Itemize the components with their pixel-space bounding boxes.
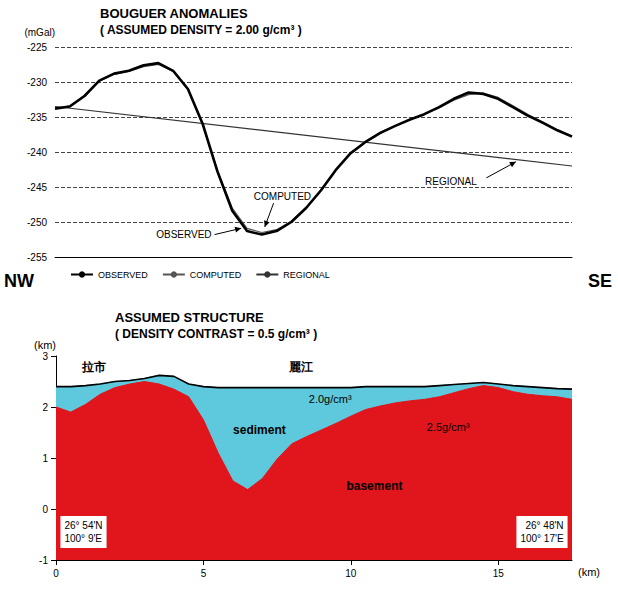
svg-text:COMPUTED: COMPUTED	[190, 270, 242, 280]
svg-text:ASSUMED STRUCTURE: ASSUMED STRUCTURE	[115, 310, 264, 325]
svg-text:1: 1	[42, 453, 48, 464]
svg-text:0: 0	[53, 568, 59, 579]
svg-text:( DENSITY CONTRAST = 0.5 g/cm³: ( DENSITY CONTRAST = 0.5 g/cm³ )	[115, 327, 317, 341]
svg-text:2: 2	[42, 402, 48, 413]
svg-text:-240: -240	[27, 147, 47, 158]
svg-text:SE: SE	[588, 271, 612, 291]
svg-text:0: 0	[42, 504, 48, 515]
svg-text:100° 17'E: 100° 17'E	[520, 533, 563, 544]
svg-text:NW: NW	[4, 271, 34, 291]
svg-text:100° 9'E: 100° 9'E	[64, 533, 102, 544]
svg-text:-245: -245	[27, 182, 47, 193]
svg-text:2.0g/cm³: 2.0g/cm³	[309, 393, 352, 405]
svg-text:2.5g/cm³: 2.5g/cm³	[427, 421, 470, 433]
svg-text:REGIONAL: REGIONAL	[283, 270, 330, 280]
svg-text:3: 3	[42, 351, 48, 362]
svg-text:5: 5	[201, 568, 207, 579]
svg-text:26° 54'N: 26° 54'N	[64, 520, 102, 531]
svg-text:BOUGUER ANOMALIES: BOUGUER ANOMALIES	[100, 6, 248, 21]
svg-text:-225: -225	[27, 42, 47, 53]
svg-text:-255: -255	[27, 252, 47, 263]
svg-text:sediment: sediment	[233, 423, 286, 437]
svg-text:REGIONAL: REGIONAL	[425, 176, 477, 187]
svg-text:-230: -230	[27, 77, 47, 88]
svg-text:(km): (km)	[578, 566, 600, 578]
svg-text:(mGal): (mGal)	[24, 27, 55, 38]
svg-text:15: 15	[493, 568, 505, 579]
svg-text:-1: -1	[39, 555, 48, 566]
svg-text:OBSERVED: OBSERVED	[98, 270, 148, 280]
svg-text:拉市: 拉市	[81, 360, 106, 374]
svg-text:basement: basement	[346, 479, 402, 493]
svg-text:(km): (km)	[34, 339, 56, 351]
svg-text:26° 48'N: 26° 48'N	[525, 520, 563, 531]
svg-text:-250: -250	[27, 217, 47, 228]
svg-text:10: 10	[345, 568, 357, 579]
svg-text:-235: -235	[27, 112, 47, 123]
svg-text:OBSERVED: OBSERVED	[156, 229, 211, 240]
svg-text:COMPUTED: COMPUTED	[254, 191, 311, 202]
svg-text:麗江: 麗江	[288, 360, 313, 374]
svg-text:( ASSUMED DENSITY = 2.00 g/cm³: ( ASSUMED DENSITY = 2.00 g/cm³ )	[100, 23, 302, 37]
